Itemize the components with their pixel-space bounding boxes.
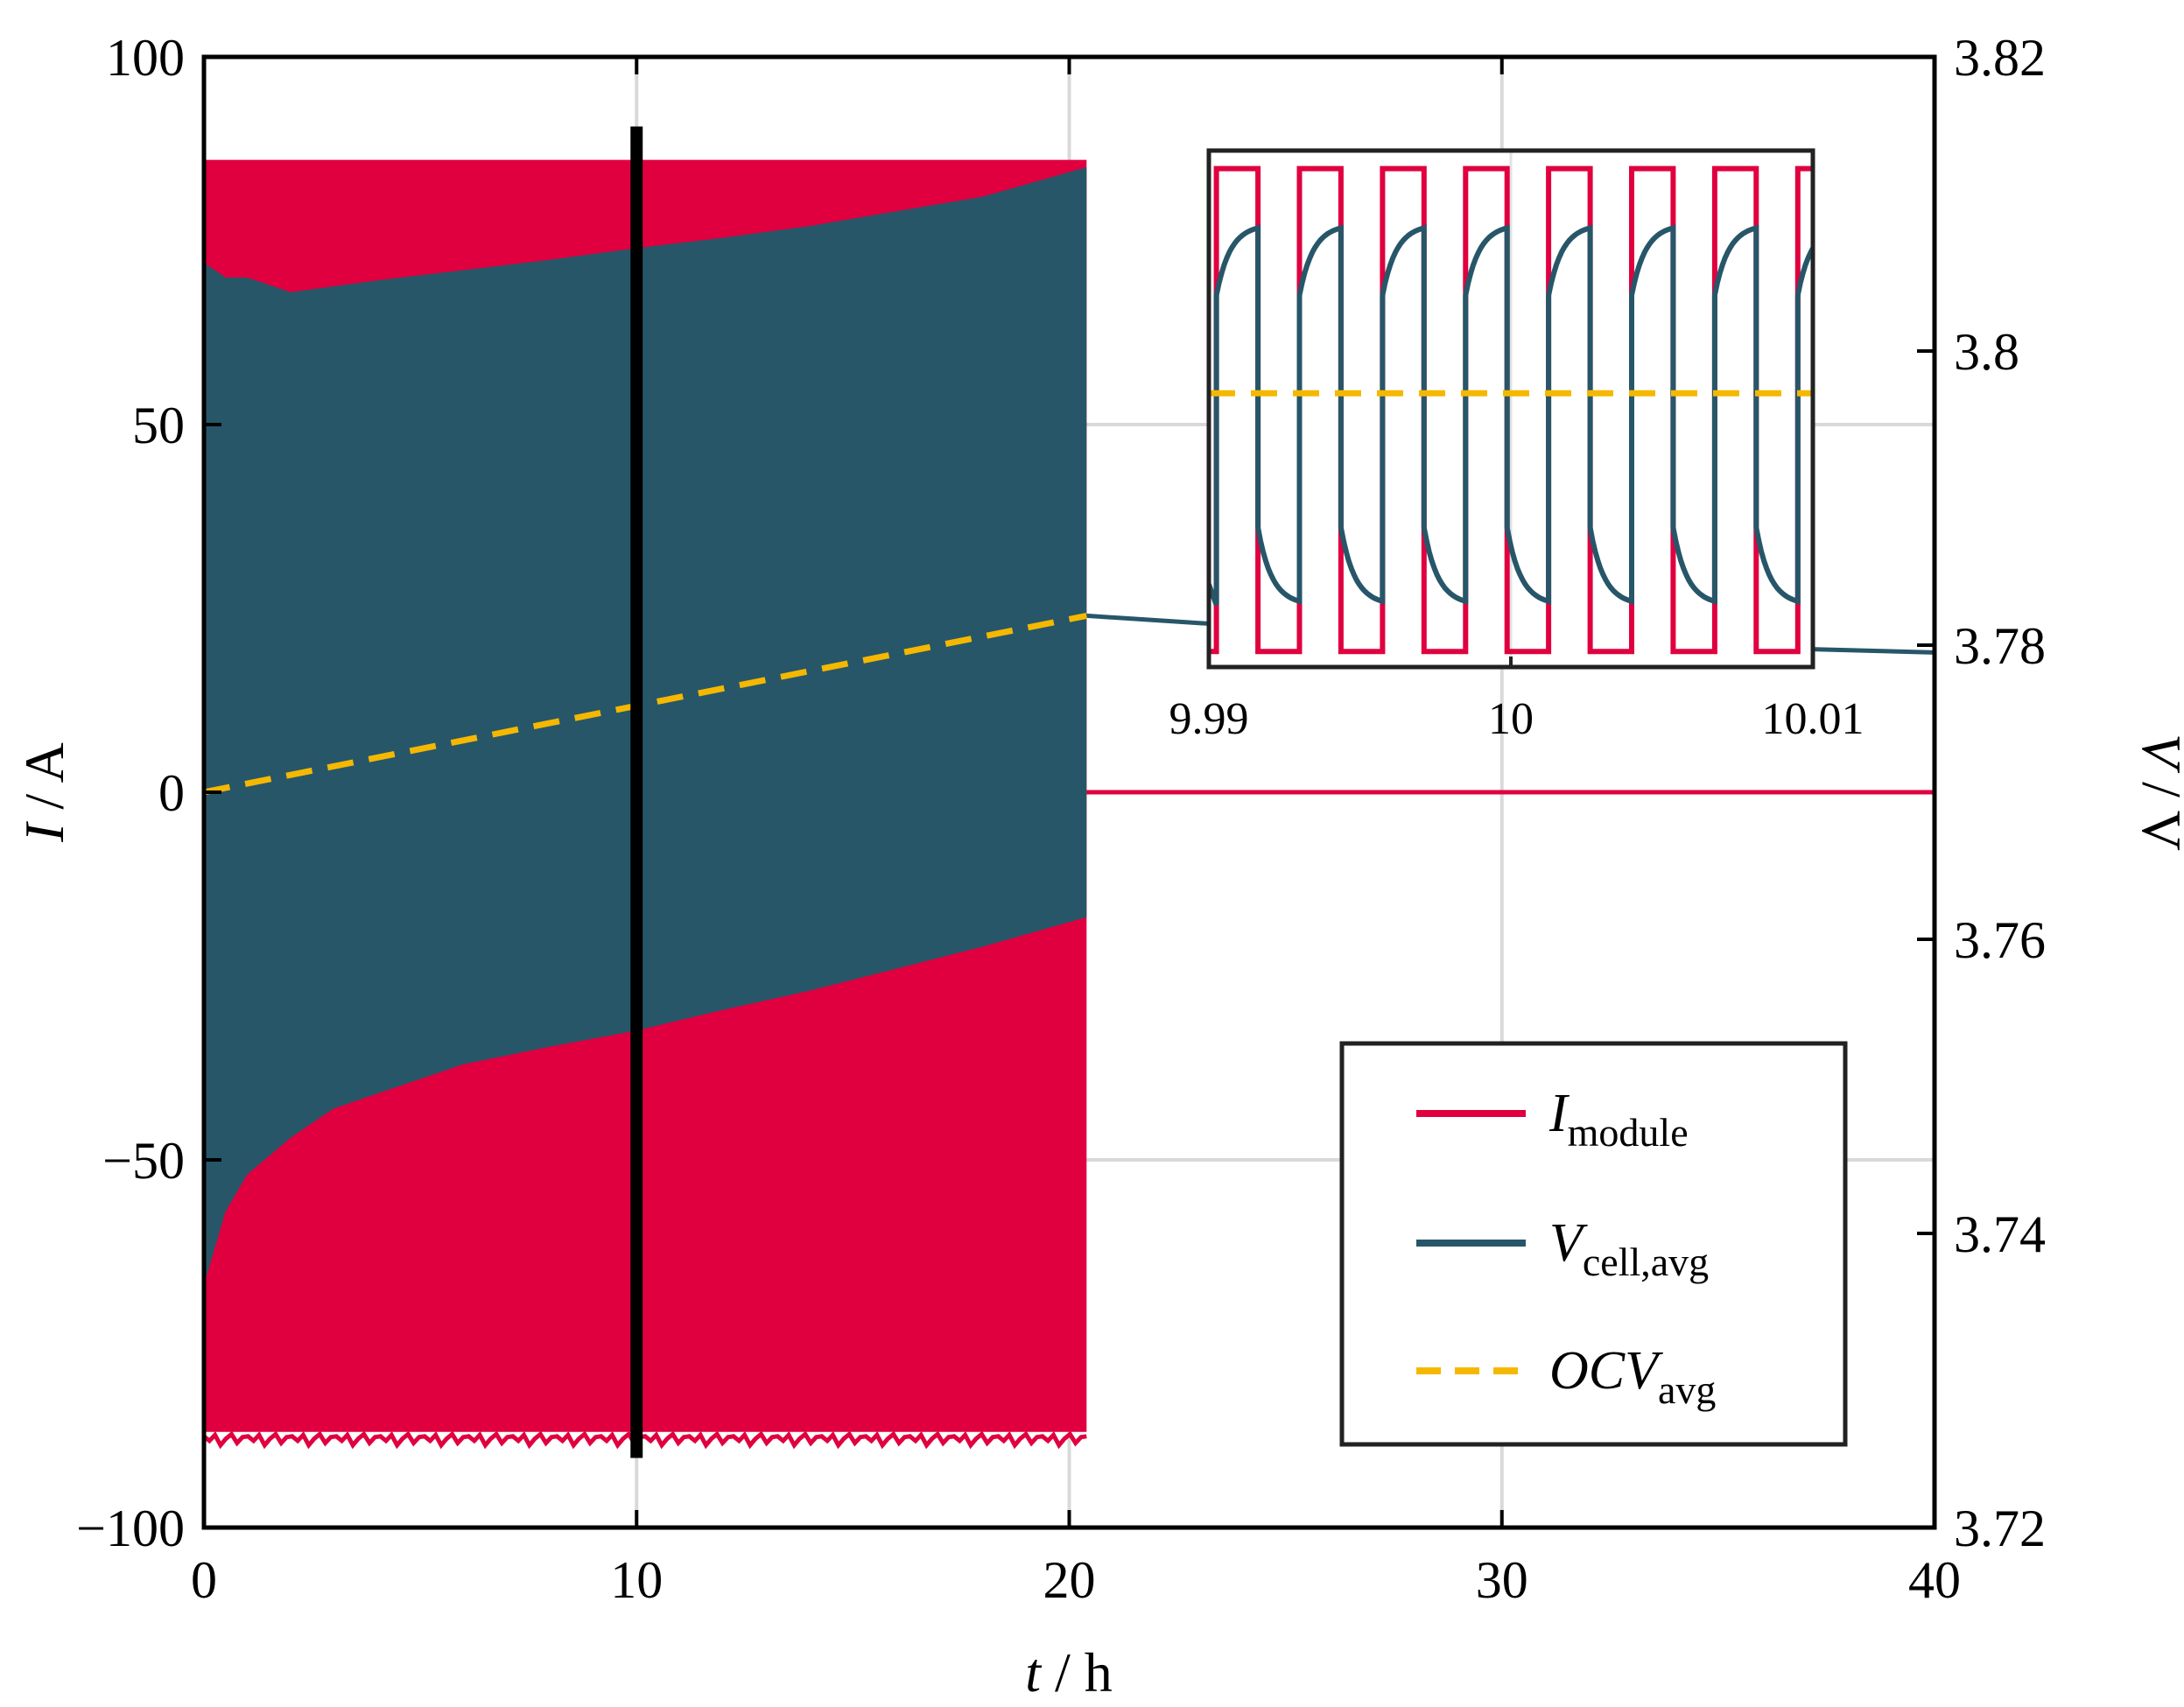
- tick-marks: [202, 55, 1936, 1529]
- x-tick-label: 0: [191, 1551, 217, 1609]
- inset-plot: 9.99 10 10.01: [1169, 148, 1864, 744]
- x-tick-label: 30: [1476, 1551, 1528, 1609]
- y-left-tick-label: −50: [102, 1132, 185, 1190]
- legend-label-current: Imodule: [1548, 1084, 1689, 1155]
- y-right-tick-label: 3.76: [1954, 911, 2046, 969]
- inset-series: [1209, 165, 1813, 655]
- y-right-tick-label: 3.74: [1954, 1205, 2046, 1263]
- plot-area: [204, 159, 1935, 1450]
- y-right-tick-label: 3.72: [1954, 1500, 2046, 1557]
- y-right-tick-label: 3.82: [1954, 29, 2046, 87]
- current-band-edge: [204, 1430, 1087, 1450]
- x-axis-label: t / h: [1025, 1641, 1113, 1703]
- y-left-tick-label: 50: [132, 397, 185, 454]
- x-tick-label: 20: [1043, 1551, 1096, 1609]
- inset-voltage-line: [1209, 224, 1813, 607]
- ocv-line: [204, 612, 1087, 796]
- inset-x-ticks: 9.99 10 10.01: [1169, 657, 1864, 744]
- voltage-band: [204, 167, 1087, 1285]
- legend-label-voltage: Vcell,avg: [1549, 1213, 1709, 1284]
- right-axis-label: V / V: [2131, 734, 2184, 851]
- x-tick-label: 10: [610, 1551, 663, 1609]
- inset-x-tick-label: 10: [1488, 694, 1534, 744]
- inset-x-tick-label: 10.01: [1762, 694, 1864, 744]
- inset-x-tick-label: 9.99: [1169, 694, 1249, 744]
- legend-label-ocv: OCVavg: [1549, 1341, 1716, 1412]
- y-right-tick-label: 3.8: [1954, 323, 2019, 381]
- y-left-tick-label: 100: [106, 29, 185, 87]
- tick-labels: 0 10 20 30 40 −100 −50 0 50 100 3.72 3.74 3.76 3.78 3.…: [76, 29, 2046, 1609]
- y-left-tick-label: 0: [158, 764, 185, 822]
- y-right-tick-label: 3.78: [1954, 617, 2046, 675]
- inset-current-line: [1209, 165, 1813, 655]
- legend: Imodule Vcell,avg OCVavg: [1339, 1041, 1848, 1447]
- x-tick-label: 40: [1908, 1551, 1961, 1609]
- highlight-box: [630, 126, 643, 1458]
- y-left-tick-label: −100: [76, 1500, 185, 1557]
- left-axis-label: I / A: [13, 742, 75, 843]
